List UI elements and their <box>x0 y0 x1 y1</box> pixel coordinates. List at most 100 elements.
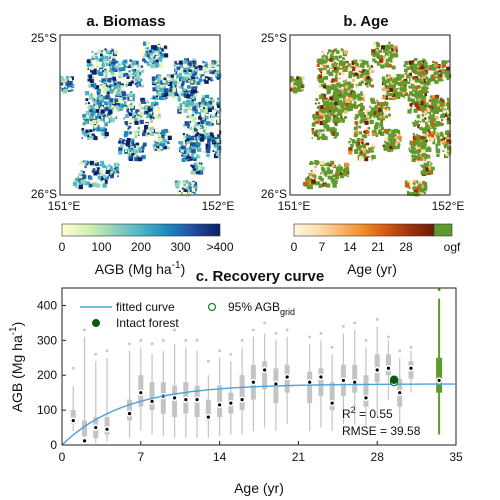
box-median <box>376 368 379 371</box>
biomass-pixel <box>89 95 93 99</box>
age-pixel <box>335 75 338 78</box>
age-pixel <box>383 145 385 147</box>
biomass-pixel <box>126 107 128 109</box>
biomass-pixel <box>118 141 120 143</box>
biomass-pixel <box>147 102 149 104</box>
panel-b-title: b. Age <box>343 13 388 30</box>
age-pixel <box>337 59 339 61</box>
biomass-pixel <box>205 72 208 75</box>
age-colorbar-tick: 21 <box>371 240 385 254</box>
biomass-pixel <box>112 61 116 65</box>
biomass-pixel <box>162 93 164 95</box>
age-pixel <box>447 105 449 107</box>
age-pixel <box>403 93 405 95</box>
biomass-pixel <box>199 68 201 70</box>
age-pixel <box>406 74 410 78</box>
biomass-pixel <box>155 85 157 87</box>
age-pixel <box>385 149 387 151</box>
panel-a-lon-left: 151°E <box>48 199 81 213</box>
agb-colorbar-ticks: 0 100 200 300 >400 <box>59 240 234 254</box>
biomass-pixel <box>174 83 176 85</box>
age-pixel <box>385 87 387 89</box>
biomass-pixel <box>178 82 181 85</box>
age-pixel <box>349 72 353 76</box>
age-pixel <box>428 95 430 97</box>
age-pixel <box>394 46 397 49</box>
biomass-pixel <box>197 114 200 117</box>
age-pixel <box>392 143 395 146</box>
biomass-pixel <box>78 173 80 175</box>
age-pixel <box>360 59 363 62</box>
biomass-pixel <box>116 93 118 95</box>
age-pixel <box>341 48 343 50</box>
age-pixel <box>413 92 415 94</box>
biomass-pixel <box>94 76 98 80</box>
age-pixel <box>447 98 449 100</box>
age-pixel <box>447 60 449 62</box>
biomass-pixel <box>183 88 185 90</box>
age-pixel <box>442 79 444 81</box>
box-outlier <box>376 318 379 321</box>
biomass-pixel <box>176 72 178 74</box>
biomass-pixel <box>86 161 89 164</box>
age-pixel <box>373 147 375 149</box>
biomass-pixel <box>154 104 156 106</box>
age-pixel <box>357 138 361 142</box>
biomass-pixel <box>179 61 183 65</box>
biomass-pixel <box>185 70 187 72</box>
age-pixel <box>388 114 391 117</box>
biomass-pixel <box>118 103 121 106</box>
box-median <box>398 391 401 394</box>
biomass-pixel <box>118 67 122 71</box>
biomass-pixel <box>213 141 215 143</box>
biomass-pixel <box>202 95 205 98</box>
biomass-pixel <box>186 95 189 98</box>
age-pixel <box>376 100 378 102</box>
age-pixel <box>332 120 334 122</box>
biomass-pixel <box>192 188 196 192</box>
age-pixel <box>356 107 358 109</box>
biomass-pixel <box>99 80 101 82</box>
age-pixel <box>407 94 409 96</box>
biomass-pixel <box>217 60 219 62</box>
biomass-pixel <box>141 52 144 55</box>
age-pixel <box>331 127 333 129</box>
biomass-pixel <box>214 147 216 149</box>
age-pixel <box>380 132 382 134</box>
biomass-pixel <box>168 92 172 96</box>
age-pixel <box>338 89 340 91</box>
age-pixel <box>371 127 374 130</box>
age-pixel <box>341 105 344 108</box>
age-pixel <box>323 85 326 88</box>
biomass-pixel <box>210 136 212 138</box>
biomass-pixel <box>95 53 97 55</box>
biomass-pixel <box>93 120 97 124</box>
age-pixel <box>413 182 416 185</box>
age-pixel <box>368 147 372 151</box>
biomass-pixel <box>214 144 216 146</box>
age-pixel <box>394 78 397 81</box>
biomass-pixel <box>197 148 201 152</box>
biomass-pixel <box>179 110 182 113</box>
biomass-pixel <box>69 78 72 81</box>
y-tick-label: 400 <box>37 298 57 312</box>
age-pixel <box>379 50 382 53</box>
age-pixel <box>417 144 420 147</box>
biomass-pixel <box>131 94 133 96</box>
biomass-pixel <box>97 62 100 65</box>
biomass-pixel <box>93 172 97 176</box>
age-pixel <box>379 59 383 63</box>
age-pixel <box>422 119 426 123</box>
biomass-pixel <box>144 115 147 118</box>
biomass-pixel <box>181 149 184 152</box>
biomass-pixel <box>80 173 82 175</box>
biomass-pixel <box>124 127 128 131</box>
age-pixel <box>322 60 326 64</box>
age-pixel <box>330 54 333 57</box>
age-pixel <box>346 93 348 95</box>
biomass-pixel <box>136 70 140 74</box>
age-pixel <box>402 84 404 86</box>
legend-intact-label: Intact forest <box>116 316 179 330</box>
stats-r2: R2 = 0.55 <box>342 405 393 421</box>
box <box>352 365 357 393</box>
